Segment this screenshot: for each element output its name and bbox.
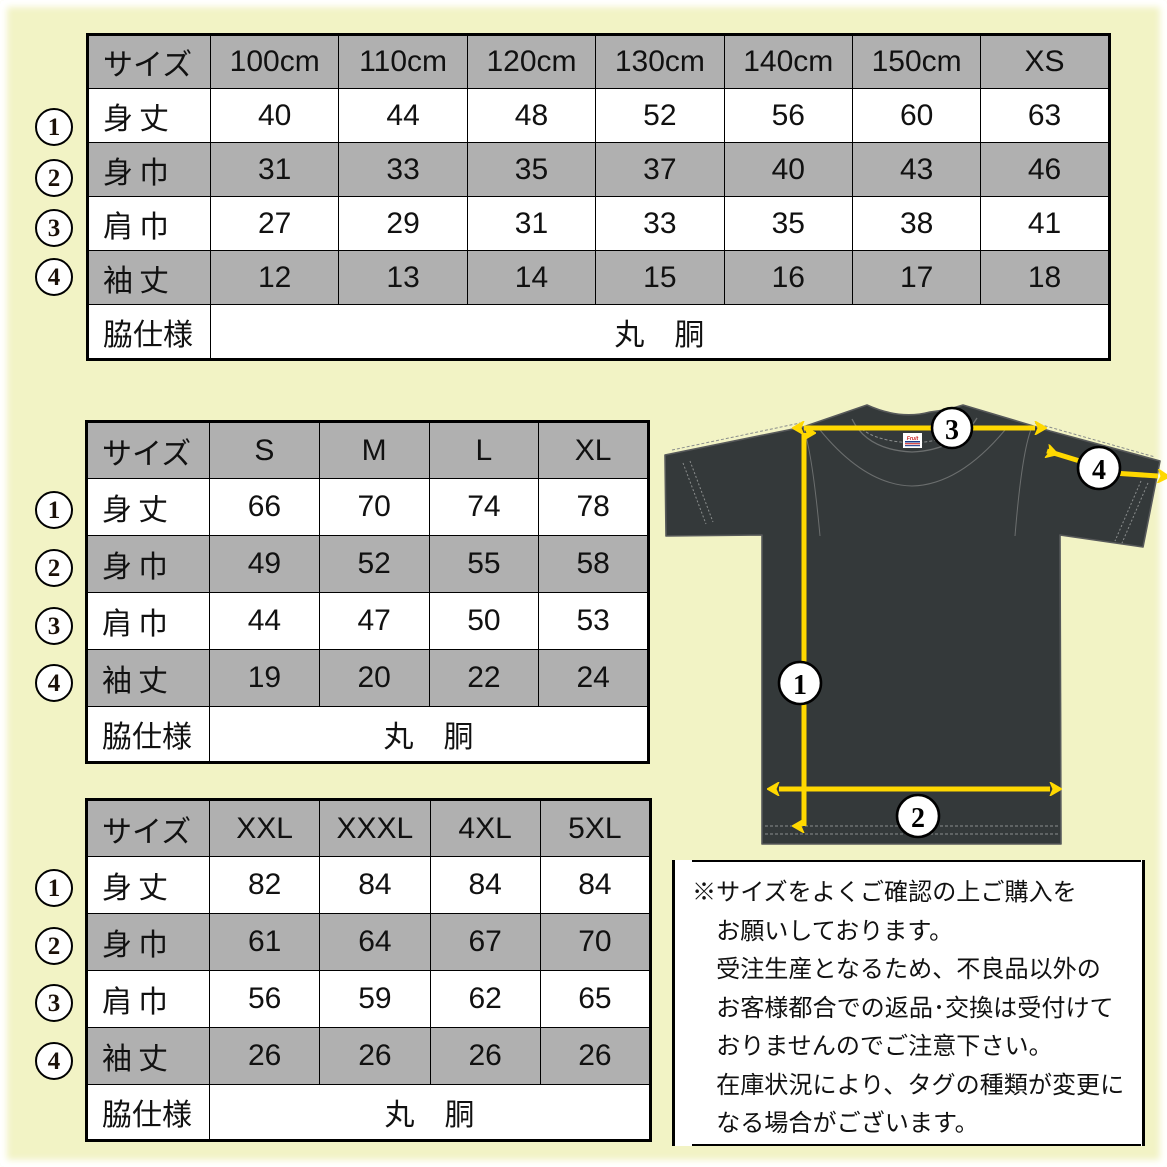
svg-text:2: 2 bbox=[911, 803, 925, 834]
svg-text:3: 3 bbox=[945, 415, 959, 446]
svg-text:4: 4 bbox=[1092, 455, 1106, 486]
svg-text:1: 1 bbox=[793, 670, 807, 701]
